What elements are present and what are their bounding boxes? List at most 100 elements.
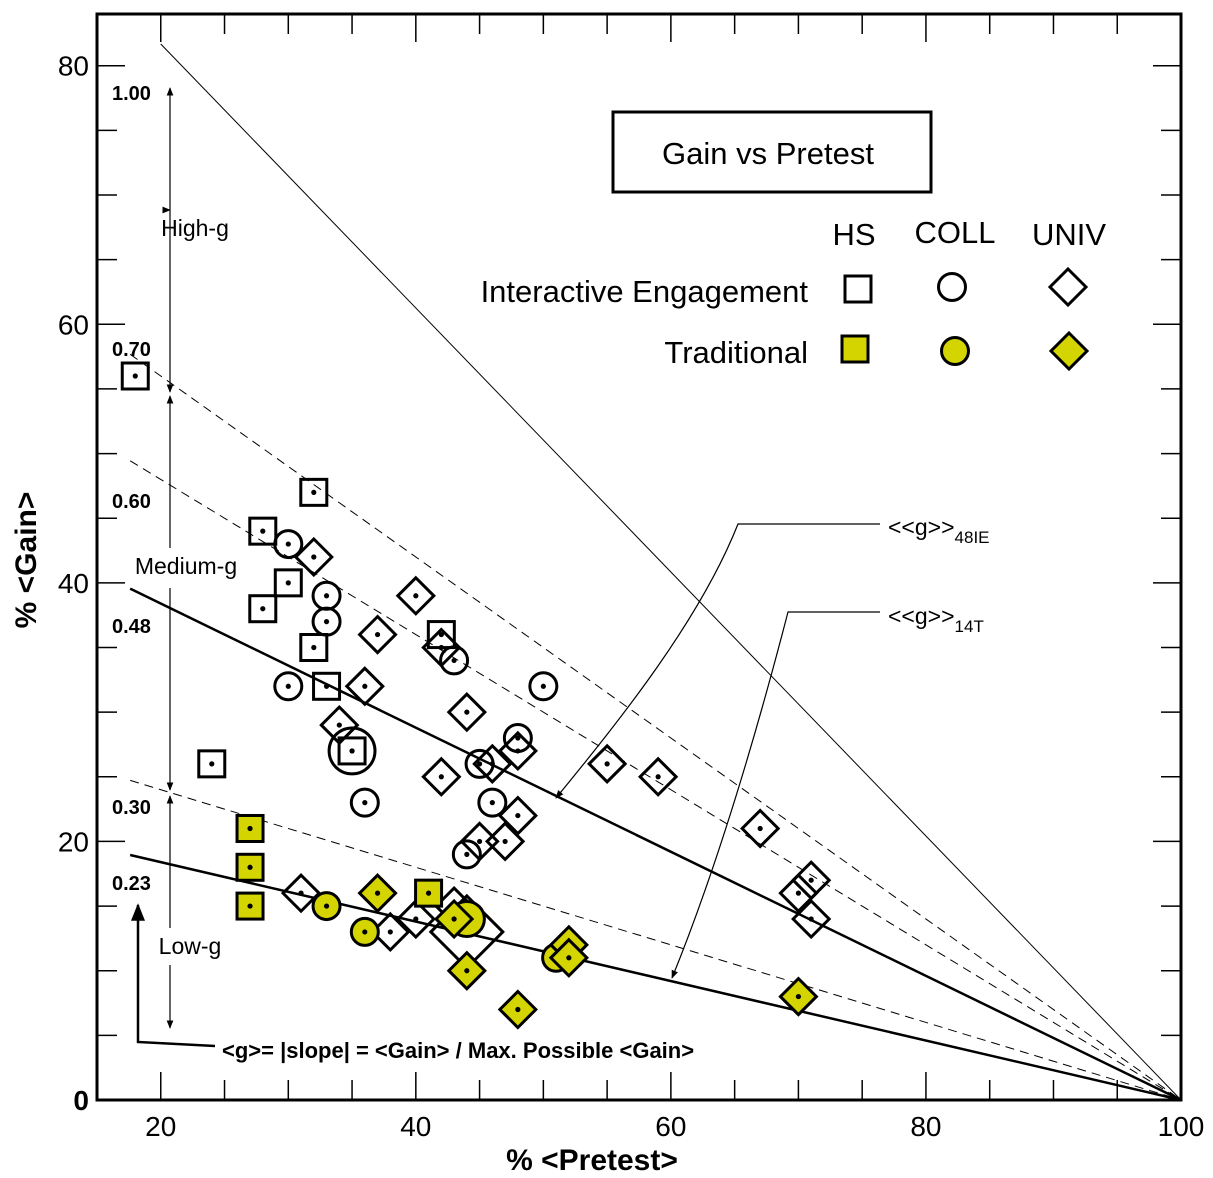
ie-univ-diamond-point-13 [586,743,628,784]
ie-hs-square-point-4-shape [248,594,278,624]
ie-coll-circle-point-11 [451,839,482,870]
ie-univ-diamond-point-4 [344,666,385,707]
ie-univ-diamond-point-0-dot [311,554,317,560]
x-tick-label: 100 [1158,1111,1205,1142]
trad-univ-diamond-point-0-dot [374,890,381,896]
legend-col-coll: COLL [915,215,996,250]
legend-symbol-trad-square [840,334,870,364]
ie-univ-diamond-point-8 [472,743,513,784]
ie-hs-square-point-7 [312,671,342,701]
ie-hs-square-point-7-dot [323,683,330,689]
g-line-1.00 [160,43,1182,1101]
ie-hs-square-point-8-shape [337,736,367,766]
ie-coll-circle-point-10-shape [349,787,380,818]
legend-symbol-trad-square-shape [840,334,870,364]
ie-univ-diamond-point-3-dot [438,644,444,651]
ie-univ-diamond-point-1-dot [413,593,419,599]
ie-coll-circle-point-0-dot [285,541,291,547]
ie-univ-diamond-point-0 [293,536,334,578]
legend-col-hs: HS [832,217,875,252]
ie-univ-diamond-point-1 [395,575,436,616]
ie-hs-square-point-5-shape [299,633,329,662]
ie-hs-square-point-3-dot [285,580,291,586]
annotation-t-g-sub: 14T [955,617,984,636]
ie-univ-diamond-point-9-dot [515,748,521,754]
band-label-high: High-g [161,215,229,241]
ie-univ-diamond-point-21-shape [395,898,436,940]
ie-univ-diamond-point-14-shape [638,756,679,797]
ie-hs-square-point-2-dot [260,528,266,534]
ie-coll-circle-point-10 [349,787,380,818]
trad-univ-diamond-point-3 [497,989,538,1030]
trad-univ-diamond-point-3-dot [515,1006,521,1013]
ie-univ-diamond-point-13-shape [586,743,628,784]
annotation-ie-g-sub: 48IE [955,528,990,547]
g-line-0.70 [129,353,1182,1101]
trad-hs-square-point-2-shape [235,891,265,921]
g-line-label-0-30: 0.30 [112,797,151,819]
ie-coll-circle-point-9-shape [477,787,508,818]
g-line-0.23 [129,853,1182,1102]
annotation-t-arrow [671,611,880,979]
trad-univ-diamond-point-5 [548,937,589,978]
ie-hs-square-point-9 [197,749,227,779]
ie-coll-circle-point-9-dot [489,800,495,806]
ie-hs-square-point-7-shape [312,671,342,701]
ie-coll-circle-point-7-dot [476,761,483,767]
ie-univ-diamond-point-8-shape [472,743,513,784]
ie-univ-diamond-point-19-dot [298,890,304,896]
trad-univ-diamond-point-2 [446,950,487,991]
ie-univ-diamond-point-6 [446,692,487,733]
ie-hs-square-point-2 [248,516,278,546]
ie-hs-square-point-6 [426,620,456,650]
ie-univ-diamond-point-7-dot [438,774,444,780]
ie-univ-diamond-point-2-shape [357,614,398,655]
ie-coll-circle-point-5 [528,671,559,702]
g-line-0.48 [129,587,1182,1102]
ie-univ-diamond-point-12-dot [502,838,508,845]
ie-coll-circle-point-3-shape [273,671,304,702]
ie-univ-diamond-point-13-dot [604,761,610,767]
x-axis-title: % <Pretest> [506,1144,678,1177]
ie-coll-circle-point-1 [311,580,342,611]
ie-coll-circle-point-4-shape [439,645,470,676]
ie-hs-square-point-6-dot [438,631,444,638]
ie-coll-circle-point-11-dot [464,851,470,857]
ie-univ-diamond-point-18 [791,898,832,940]
ie-hs-square-point-0 [120,361,150,391]
x-tick-label: 20 [145,1111,176,1142]
ie-univ-diamond-point-17 [791,860,832,901]
ie-univ-diamond-point-20-dot [387,929,393,935]
legend-row-ie: Interactive Engagement [481,274,809,309]
annotation-t-g: <<g>>14T [888,603,984,636]
ie-coll-circle-point-6-shape [327,726,377,776]
trad-hs-square-point-3 [414,878,444,908]
trad-coll-circle-point-1 [349,916,380,947]
band-label-medium: Medium-g [135,553,237,579]
ie-coll-circle-point-9 [477,787,508,818]
ie-univ-diamond-point-5-shape [319,704,360,746]
legend-col-univ: UNIV [1032,217,1106,252]
x-tick-label: 60 [655,1111,686,1142]
ie-coll-circle-point-6 [327,726,377,776]
ie-univ-diamond-point-17-dot [808,877,814,883]
formula-text: <g>= |slope| = <Gain> / Max. Possible <G… [222,1038,694,1063]
x-tick-label: 40 [400,1111,431,1142]
ie-univ-diamond-point-16-dot [795,890,802,896]
legend-row-trad: Traditional [664,335,808,370]
ie-hs-square-point-3-shape [273,568,303,598]
ie-coll-circle-point-0-shape [273,529,304,560]
ie-univ-diamond-point-2-dot [374,631,381,638]
ie-univ-diamond-point-21 [395,898,436,940]
ie-coll-circle-point-5-shape [528,671,559,702]
annotation-ie-arrow [555,523,880,799]
legend-symbol-ie-circle-shape [937,272,967,302]
trad-hs-square-point-2-dot [247,903,253,909]
trad-hs-square-point-1-dot [247,864,253,870]
ie-univ-diamond-point-3-shape [421,627,462,668]
ie-univ-diamond-point-2 [357,614,398,655]
g-line-label-0-23: 0.23 [112,873,151,895]
ie-coll-circle-point-10-dot [362,800,368,806]
legend-symbol-ie-circle [937,272,967,302]
